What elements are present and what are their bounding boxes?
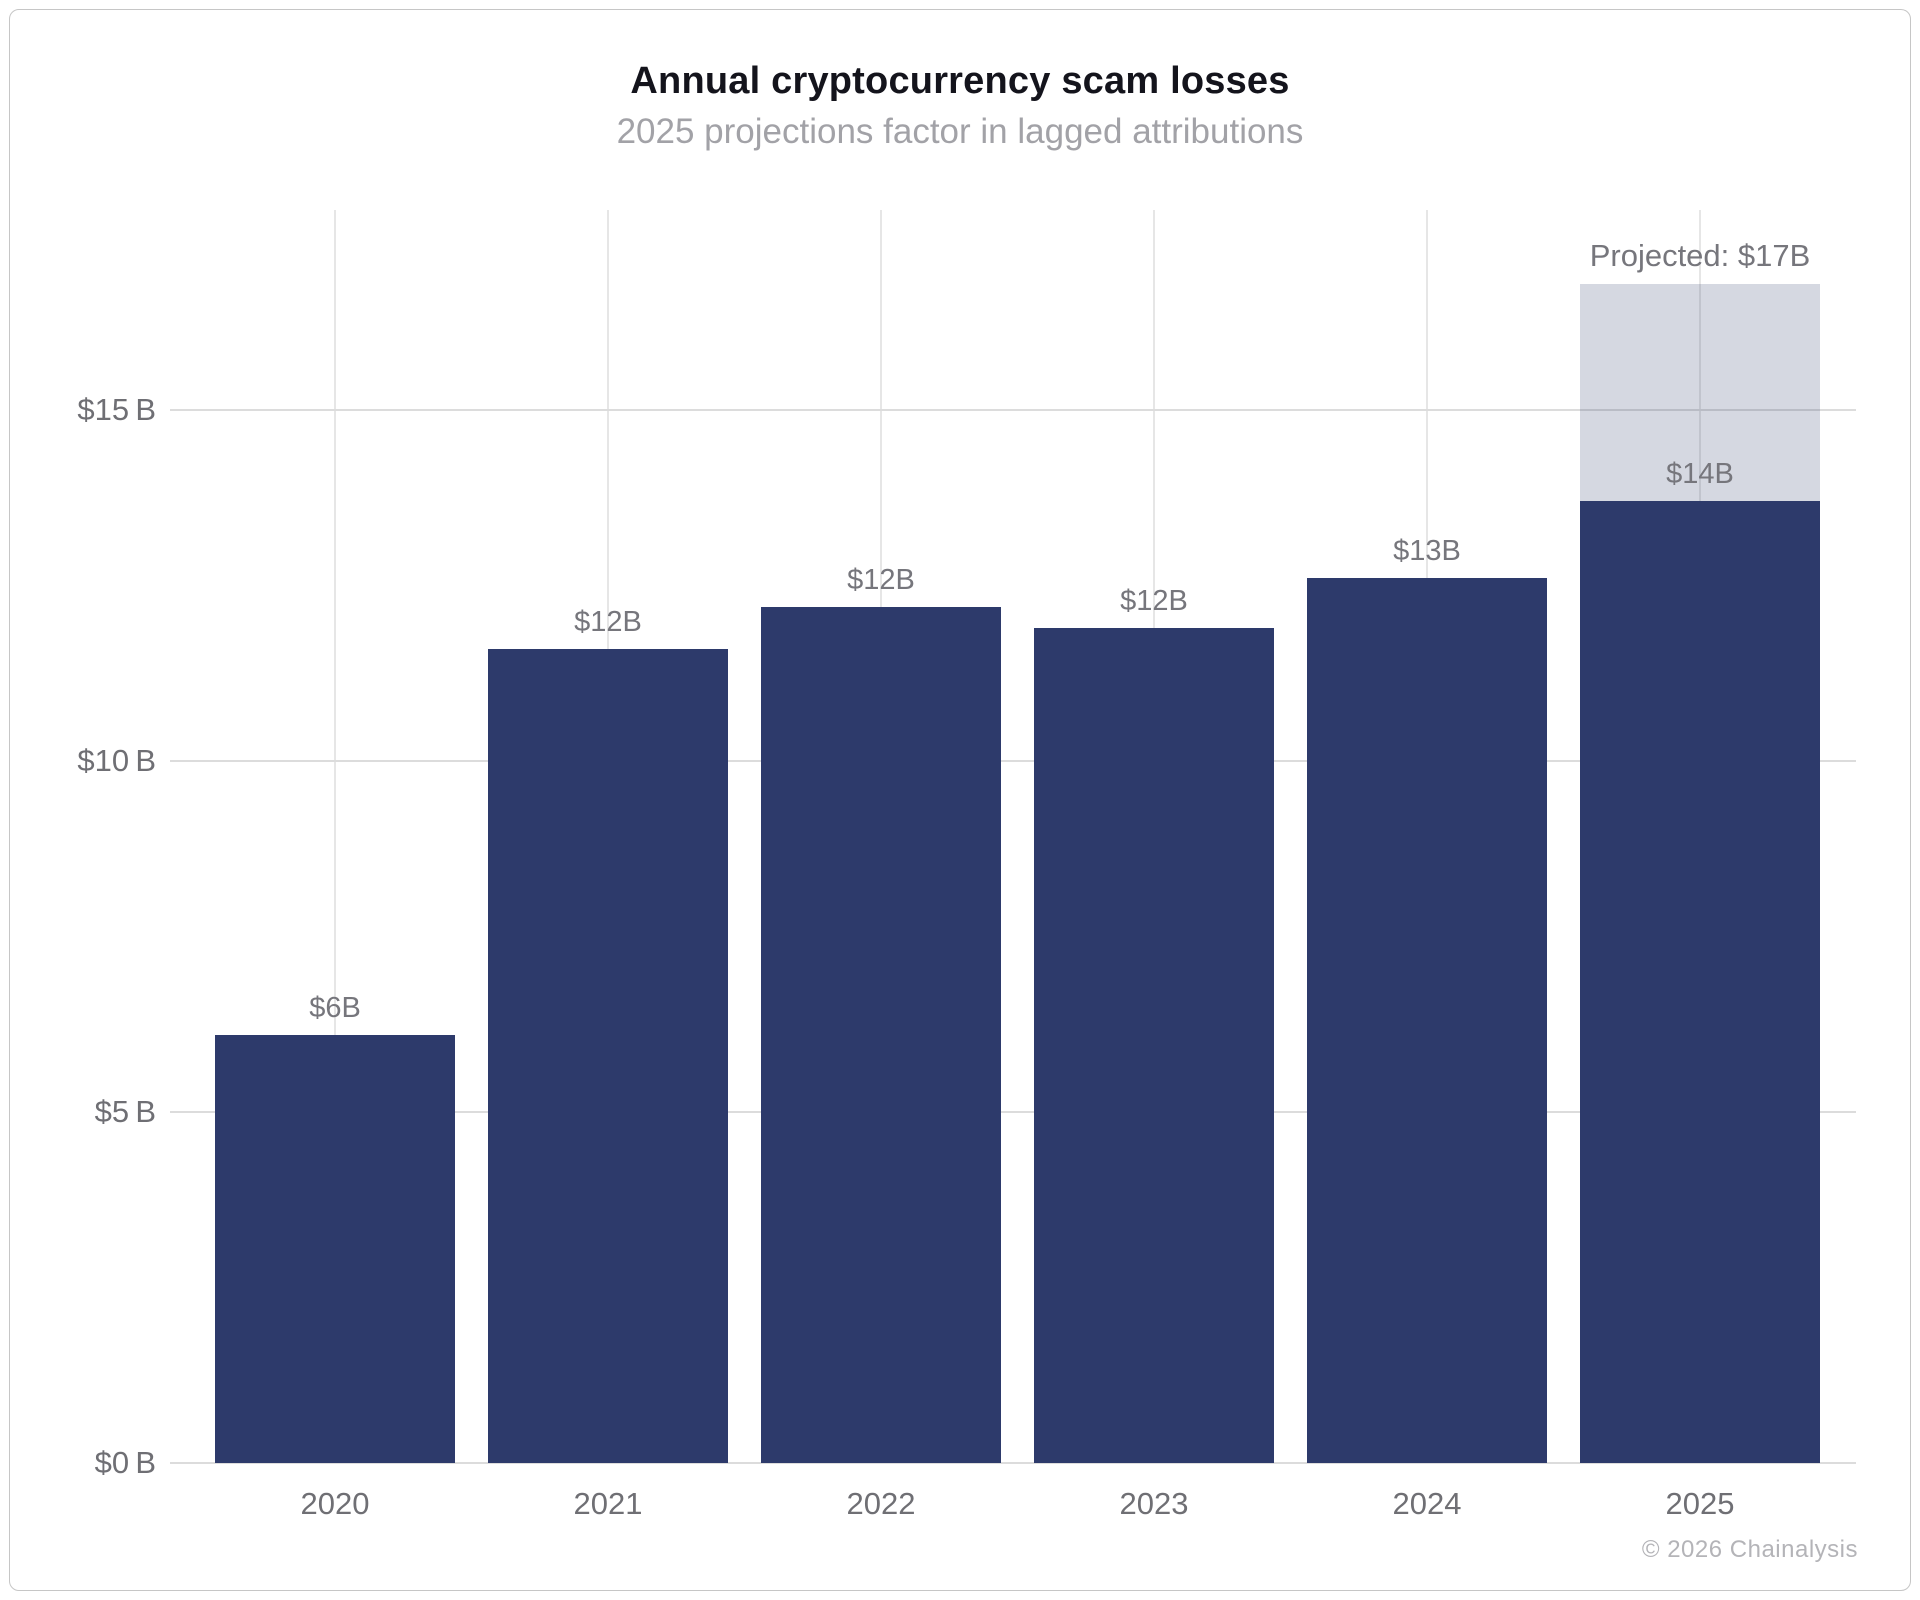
- y-axis-tick-label: $10 B: [77, 743, 156, 778]
- bar-value-label-2023: $12B: [1120, 584, 1188, 617]
- bar-2024: [1307, 578, 1547, 1463]
- projected-bar-segment-2025: [1580, 283, 1820, 502]
- x-axis-tick-label-2023: 2023: [1119, 1486, 1189, 1521]
- h-gridline-5: [170, 1111, 1856, 1113]
- v-gridline-2020: [334, 210, 336, 1463]
- bar-chart-plot-area: $0 B $5 B $10 B $15 B $6B 2020 $12B 2021 $12B 202…: [10, 10, 1920, 1600]
- h-gridline-10: [170, 760, 1856, 762]
- x-axis-tick-label-2025: 2025: [1665, 1486, 1735, 1521]
- chart-card: Annual cryptocurrency scam losses 2025 p…: [9, 9, 1911, 1591]
- h-gridline-0: [170, 1462, 1856, 1464]
- y-axis-tick-label: $0 B: [94, 1445, 156, 1480]
- bar-2021: [488, 648, 728, 1463]
- y-axis-tick-label: $5 B: [94, 1094, 156, 1129]
- projected-total-label: Projected: $17B: [1589, 237, 1811, 273]
- x-axis-tick-label-2024: 2024: [1392, 1486, 1462, 1521]
- x-axis-tick-label-2020: 2020: [300, 1486, 370, 1521]
- bar-value-label-2025: $14B: [1666, 458, 1734, 491]
- x-axis-tick-label-2022: 2022: [846, 1486, 916, 1521]
- bar-2022: [761, 606, 1001, 1463]
- chart-title: Annual cryptocurrency scam losses: [630, 60, 1290, 102]
- x-axis-tick-label-2021: 2021: [573, 1486, 643, 1521]
- bar-2020: [215, 1034, 455, 1463]
- bar-value-label-2022: $12B: [847, 563, 915, 596]
- chart-subtitle: 2025 projections factor in lagged attrib…: [616, 112, 1304, 151]
- bar-value-label-2024: $13B: [1393, 535, 1461, 568]
- bar-2025: [1580, 501, 1820, 1463]
- copyright-note: © 2026 Chainalysis: [1641, 1536, 1858, 1563]
- bar-value-label-2020: $6B: [309, 991, 361, 1024]
- h-gridline-15: [170, 409, 1856, 411]
- bar-value-label-2021: $12B: [574, 605, 642, 638]
- y-axis-tick-label: $15 B: [77, 392, 156, 427]
- bar-2023: [1034, 627, 1274, 1463]
